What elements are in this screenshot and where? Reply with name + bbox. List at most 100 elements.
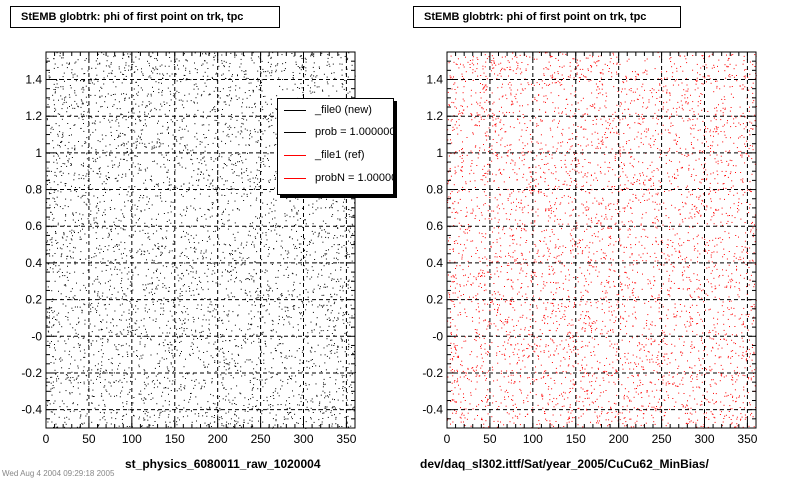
scatter-point bbox=[144, 113, 146, 115]
scatter-point bbox=[46, 385, 48, 387]
scatter-point bbox=[562, 371, 564, 372]
scatter-point bbox=[217, 214, 219, 216]
scatter-point bbox=[304, 57, 306, 59]
scatter-point bbox=[237, 74, 238, 76]
scatter-point bbox=[581, 359, 583, 361]
scatter-point bbox=[201, 141, 203, 143]
scatter-point bbox=[59, 406, 61, 408]
scatter-point bbox=[167, 127, 169, 129]
scatter-point bbox=[198, 179, 200, 181]
scatter-point bbox=[255, 228, 256, 230]
scatter-point bbox=[260, 171, 262, 172]
scatter-point bbox=[169, 105, 171, 106]
scatter-point bbox=[215, 87, 217, 89]
scatter-point bbox=[276, 374, 278, 376]
scatter-point bbox=[260, 162, 262, 164]
scatter-point bbox=[230, 253, 232, 254]
scatter-point bbox=[162, 90, 163, 92]
scatter-point bbox=[564, 318, 566, 320]
scatter-point bbox=[46, 119, 48, 121]
scatter-point bbox=[275, 199, 277, 201]
scatter-point bbox=[339, 413, 341, 415]
scatter-point bbox=[168, 404, 170, 406]
scatter-point bbox=[181, 119, 183, 121]
scatter-point bbox=[179, 126, 181, 128]
scatter-point bbox=[320, 198, 322, 199]
y-tick-label: 1.2 bbox=[25, 109, 42, 123]
scatter-point bbox=[74, 329, 76, 331]
scatter-point bbox=[240, 156, 241, 158]
scatter-point bbox=[101, 345, 103, 347]
scatter-point bbox=[156, 142, 158, 144]
scatter-point bbox=[51, 301, 53, 302]
scatter-point bbox=[150, 77, 152, 79]
scatter-point bbox=[231, 169, 233, 170]
scatter-point bbox=[102, 338, 104, 340]
scatter-point bbox=[254, 301, 255, 303]
scatter-point bbox=[198, 242, 200, 244]
scatter-point bbox=[315, 383, 317, 385]
scatter-point bbox=[334, 235, 336, 236]
scatter-point bbox=[134, 131, 136, 133]
scatter-point bbox=[65, 423, 67, 425]
scatter-point bbox=[142, 354, 144, 356]
scatter-point bbox=[186, 125, 187, 127]
scatter-point bbox=[222, 384, 224, 386]
scatter-point bbox=[111, 363, 113, 365]
scatter-point bbox=[109, 153, 111, 155]
scatter-point bbox=[110, 395, 112, 397]
scatter-point bbox=[183, 78, 184, 80]
scatter-point bbox=[577, 277, 579, 278]
scatter-point bbox=[260, 85, 262, 87]
scatter-point bbox=[190, 100, 192, 102]
scatter-point bbox=[330, 305, 332, 307]
scatter-point bbox=[114, 310, 116, 312]
scatter-point bbox=[109, 279, 111, 281]
scatter-point bbox=[249, 95, 251, 97]
scatter-point bbox=[642, 384, 644, 385]
scatter-point bbox=[126, 148, 128, 149]
scatter-point bbox=[169, 352, 170, 353]
scatter-point bbox=[176, 90, 178, 92]
scatter-point bbox=[46, 269, 48, 271]
scatter-point bbox=[293, 216, 295, 218]
scatter-point bbox=[162, 238, 164, 240]
scatter-point bbox=[256, 364, 258, 366]
scatter-point bbox=[286, 315, 287, 317]
scatter-point bbox=[186, 308, 188, 310]
scatter-point bbox=[712, 239, 714, 241]
scatter-point bbox=[325, 369, 327, 371]
scatter-point bbox=[129, 195, 131, 197]
scatter-point bbox=[183, 107, 185, 109]
scatter-point bbox=[54, 369, 56, 371]
scatter-point bbox=[174, 379, 176, 381]
scatter-point bbox=[46, 325, 48, 327]
scatter-point bbox=[225, 269, 226, 271]
scatter-point bbox=[75, 80, 77, 82]
scatter-point bbox=[67, 160, 69, 161]
scatter-point bbox=[339, 219, 341, 221]
scatter-point bbox=[79, 238, 81, 240]
scatter-point bbox=[149, 424, 151, 426]
scatter-point bbox=[715, 209, 716, 211]
scatter-point bbox=[237, 346, 239, 348]
scatter-point bbox=[280, 343, 282, 345]
scatter-point bbox=[203, 156, 205, 158]
scatter-point bbox=[153, 69, 155, 71]
scatter-point bbox=[75, 378, 77, 380]
scatter-point bbox=[264, 382, 266, 384]
scatter-point bbox=[152, 304, 154, 305]
scatter-point bbox=[213, 244, 215, 246]
scatter-point bbox=[169, 189, 171, 191]
scatter-point bbox=[69, 106, 70, 107]
scatter-point bbox=[136, 144, 138, 146]
scatter-point bbox=[340, 307, 342, 309]
scatter-point bbox=[341, 346, 343, 348]
scatter-point bbox=[77, 59, 79, 61]
scatter-point bbox=[161, 200, 163, 202]
scatter-point bbox=[295, 213, 297, 215]
scatter-point bbox=[240, 330, 242, 332]
scatter-point bbox=[101, 329, 103, 330]
scatter-point bbox=[279, 302, 281, 304]
scatter-point bbox=[113, 325, 114, 327]
